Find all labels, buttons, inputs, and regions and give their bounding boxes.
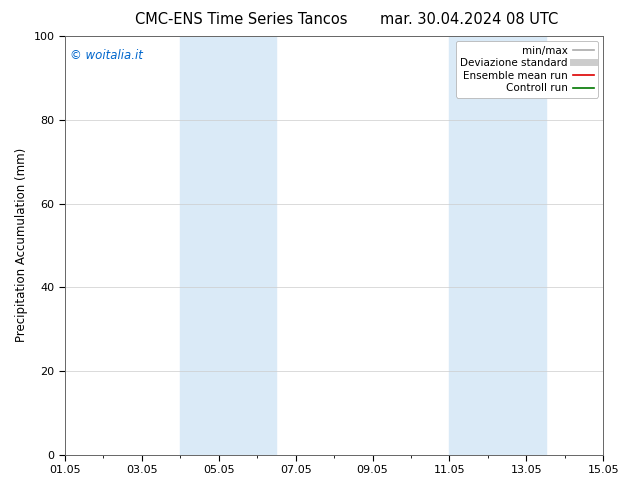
Bar bbox=[450, 36, 545, 455]
Text: © woitalia.it: © woitalia.it bbox=[70, 49, 143, 62]
Bar bbox=[180, 36, 276, 455]
Legend: min/max, Deviazione standard, Ensemble mean run, Controll run: min/max, Deviazione standard, Ensemble m… bbox=[456, 41, 598, 98]
Text: mar. 30.04.2024 08 UTC: mar. 30.04.2024 08 UTC bbox=[380, 12, 559, 27]
Y-axis label: Precipitation Accumulation (mm): Precipitation Accumulation (mm) bbox=[15, 148, 28, 343]
Text: CMC-ENS Time Series Tancos: CMC-ENS Time Series Tancos bbox=[134, 12, 347, 27]
